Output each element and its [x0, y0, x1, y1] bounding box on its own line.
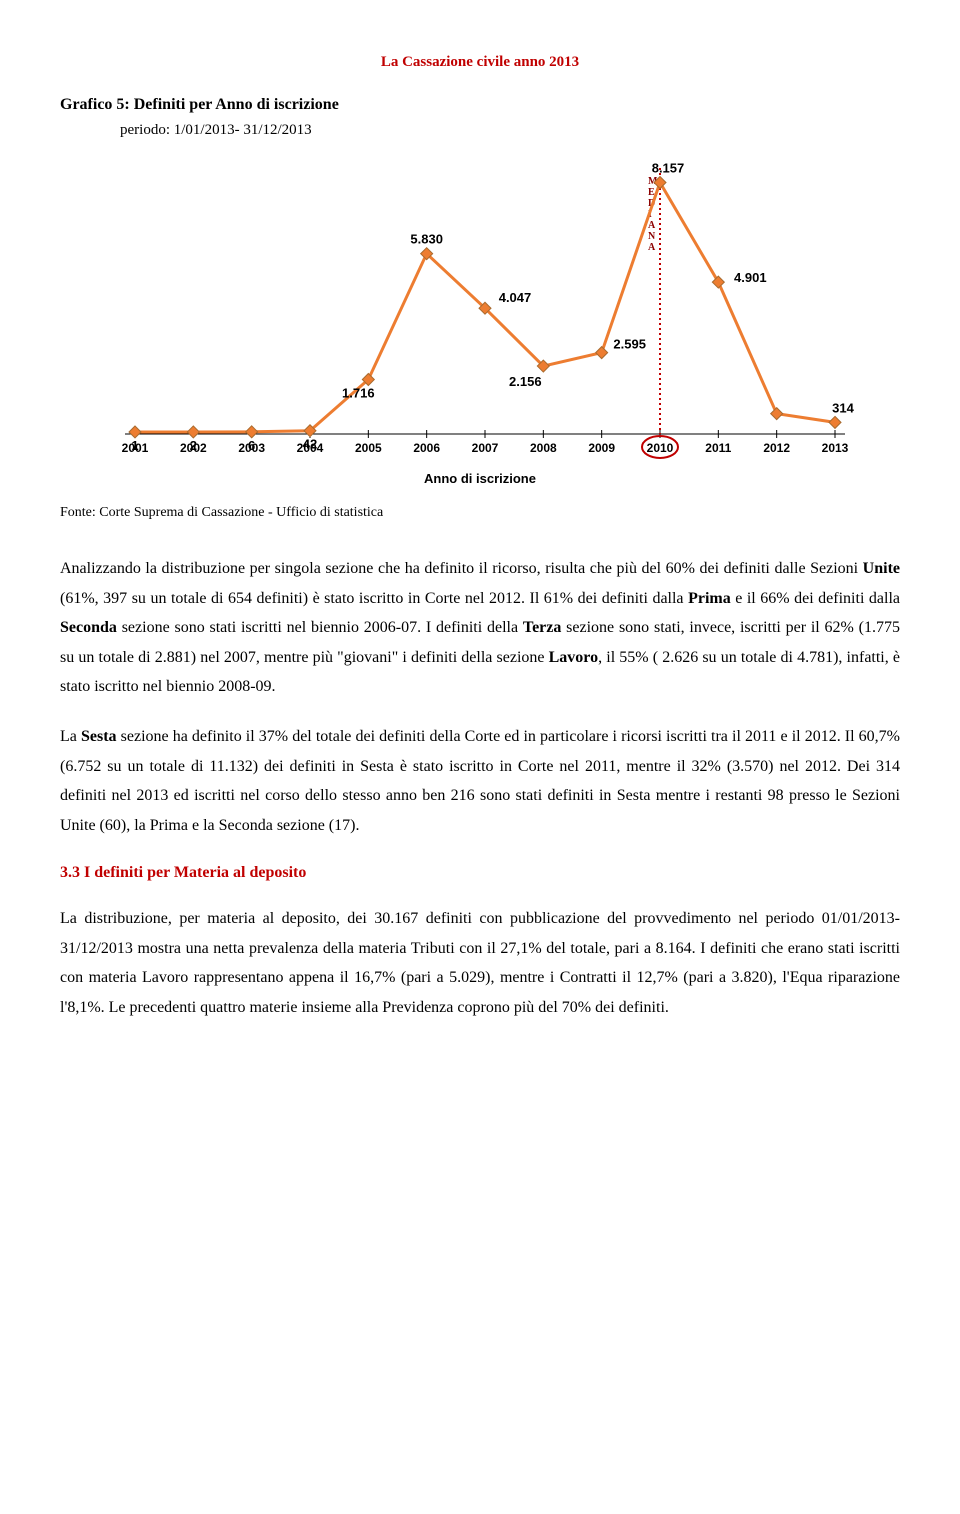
svg-text:N: N	[648, 231, 656, 242]
chart-subtitle: periodo: 1/01/2013- 31/12/2013	[120, 118, 900, 142]
svg-text:2013: 2013	[822, 441, 849, 455]
chart-source: Fonte: Corte Suprema di Cassazione - Uff…	[60, 502, 900, 524]
svg-text:4.901: 4.901	[734, 270, 767, 285]
svg-text:2011: 2011	[705, 441, 731, 455]
svg-text:1.716: 1.716	[342, 385, 375, 400]
svg-text:2006: 2006	[413, 441, 440, 455]
paragraph-1: Analizzando la distribuzione per singola…	[60, 554, 900, 702]
svg-text:2009: 2009	[588, 441, 615, 455]
svg-text:2002: 2002	[180, 441, 207, 455]
paragraph-3: La distribuzione, per materia al deposit…	[60, 904, 900, 1022]
paragraph-2: La Sesta sezione ha definito il 37% del …	[60, 722, 900, 840]
svg-text:A: A	[648, 242, 656, 253]
svg-text:2.156: 2.156	[509, 374, 542, 389]
page-header: La Cassazione civile anno 2013	[60, 50, 900, 74]
svg-text:314: 314	[832, 400, 854, 415]
svg-text:2012: 2012	[763, 441, 790, 455]
svg-text:2010: 2010	[647, 441, 674, 455]
svg-text:2005: 2005	[355, 441, 382, 455]
svg-text:A: A	[648, 220, 656, 231]
chart-title-line: Grafico 5: Definiti per Anno di iscrizio…	[60, 92, 900, 118]
svg-text:8.157: 8.157	[652, 160, 685, 175]
x-axis-title: Anno di iscrizione	[105, 469, 855, 490]
svg-text:2001: 2001	[122, 441, 149, 455]
svg-text:2003: 2003	[238, 441, 265, 455]
svg-text:4.047: 4.047	[499, 290, 532, 305]
chart-title: Grafico 5: Definiti per Anno di iscrizio…	[60, 96, 339, 113]
svg-text:2008: 2008	[530, 441, 557, 455]
svg-text:2007: 2007	[472, 441, 499, 455]
section-heading: 3.3 I definiti per Materia al deposito	[60, 860, 900, 886]
svg-text:2004: 2004	[297, 441, 324, 455]
svg-text:5.830: 5.830	[410, 231, 443, 246]
svg-text:2.595: 2.595	[613, 336, 646, 351]
line-chart: MEDIANA126421.7165.8304.0472.1562.5958.1…	[105, 152, 855, 492]
